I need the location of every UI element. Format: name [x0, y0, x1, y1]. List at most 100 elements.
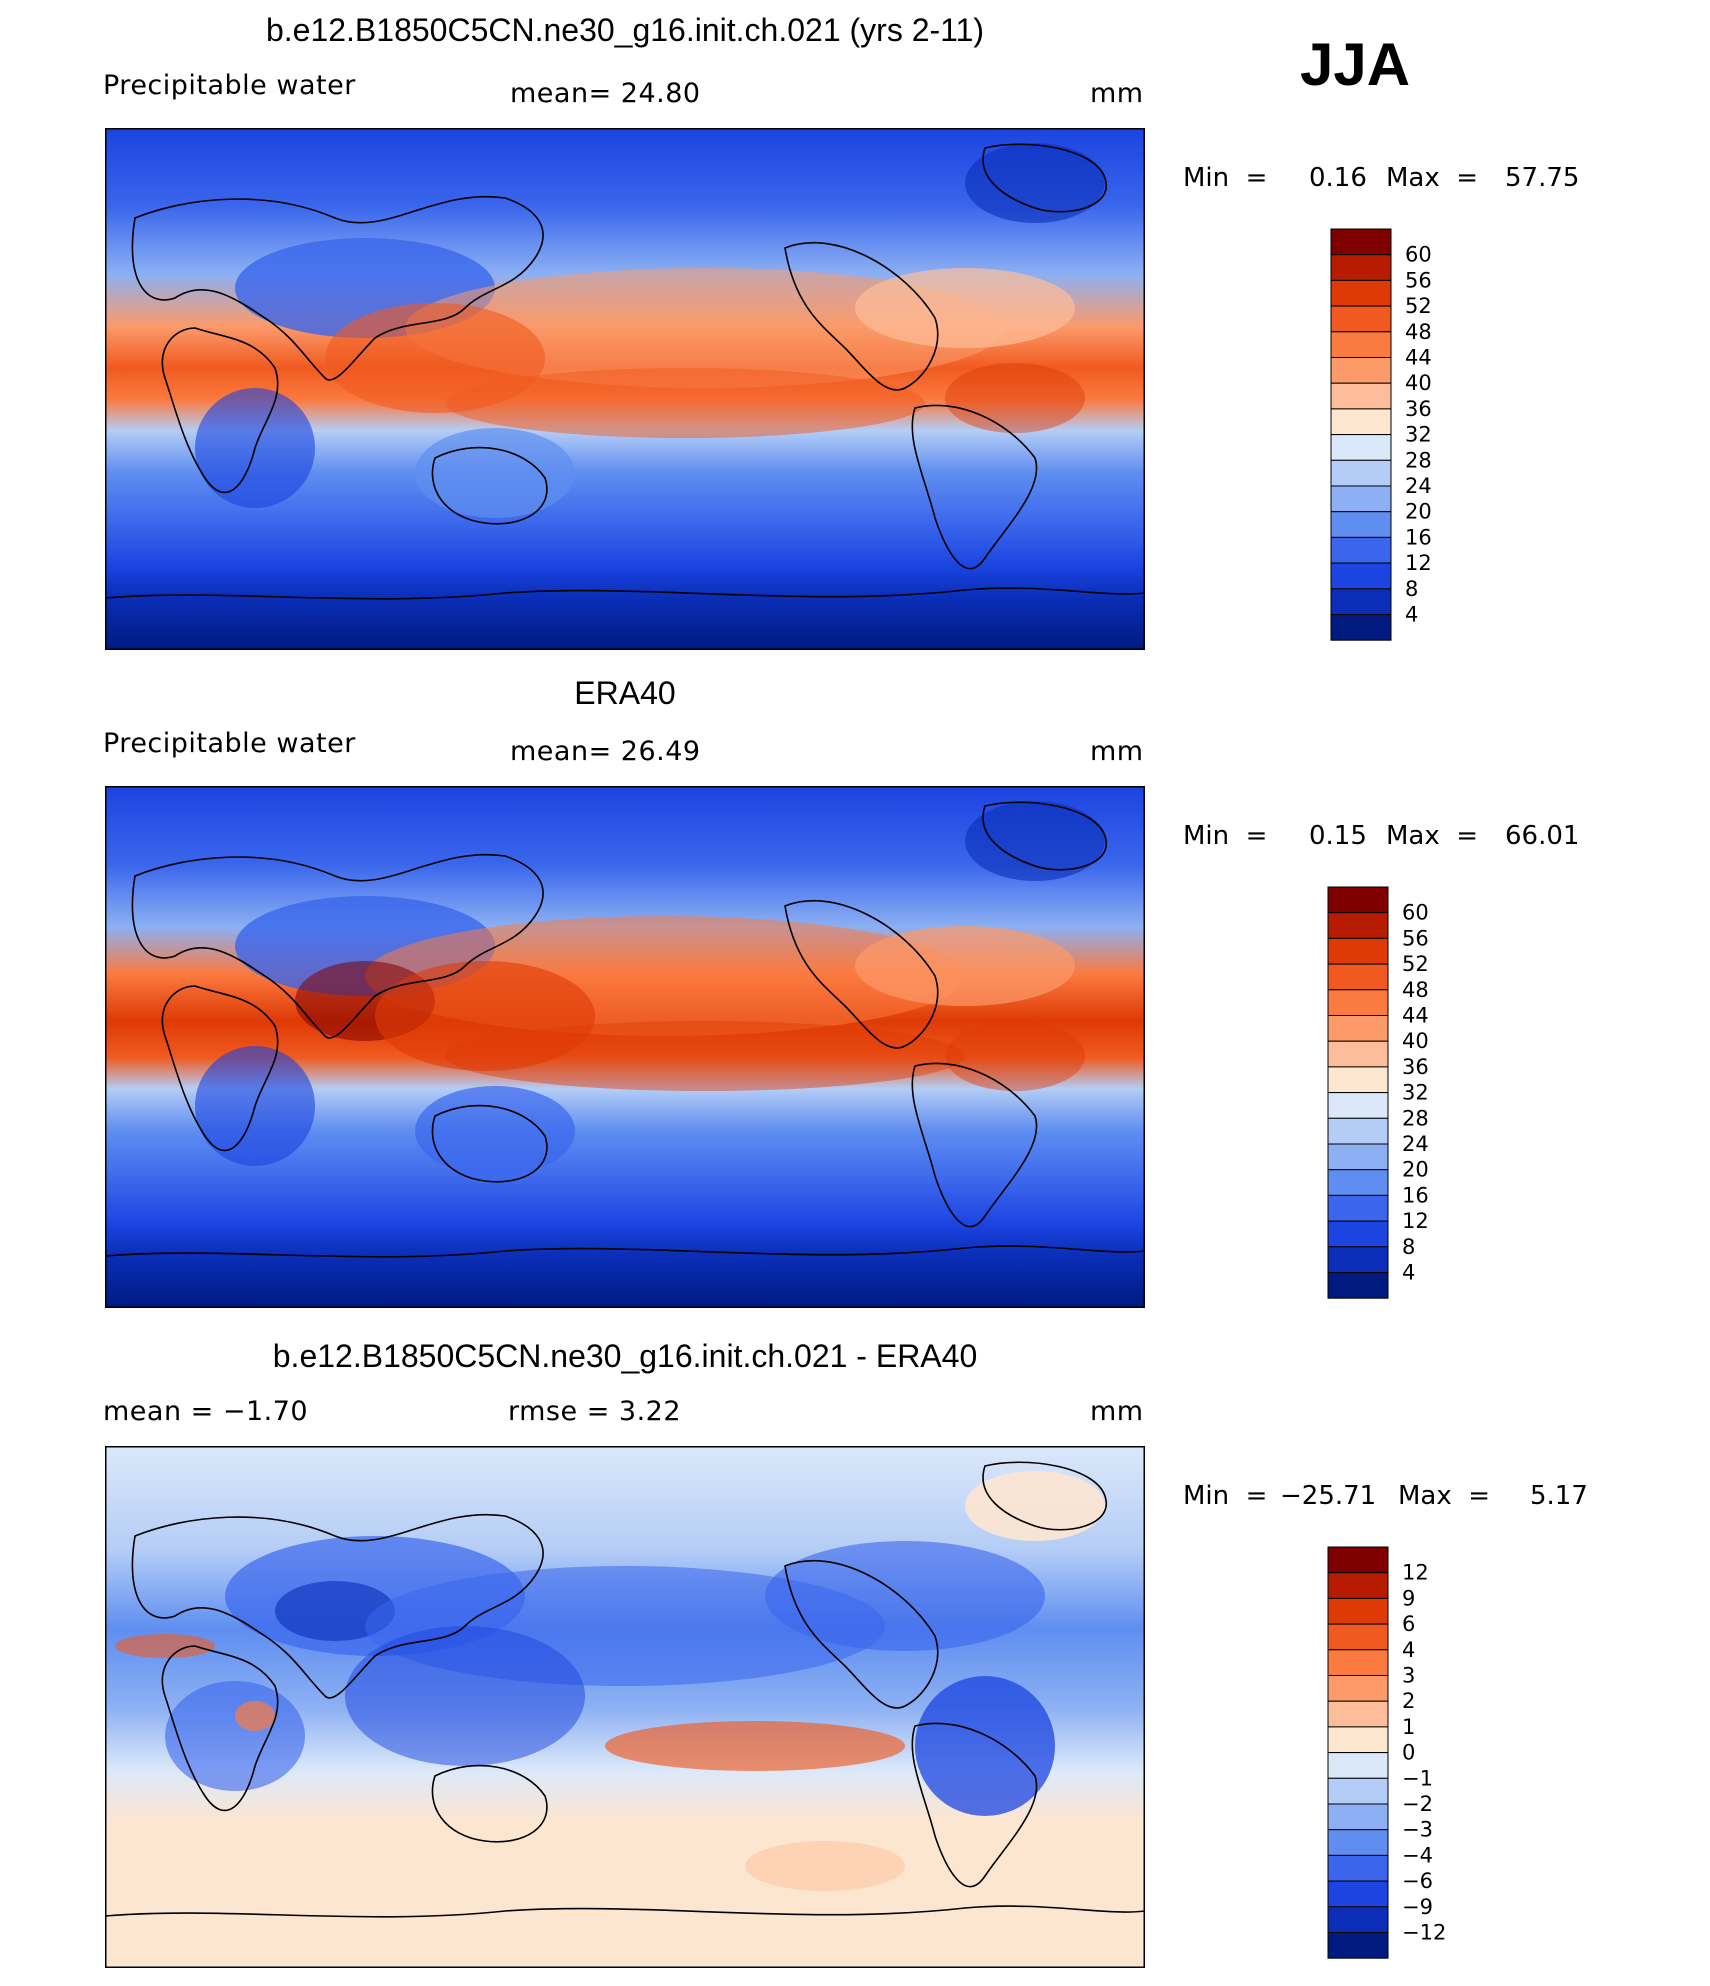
- colorbar-swatch: [1330, 279, 1392, 307]
- panel-3-map-svg: [104, 1446, 1146, 1968]
- colorbar-swatch: [1327, 1906, 1389, 1933]
- colorbar-swatch: [1327, 1272, 1389, 1299]
- colorbar-label: 48: [1402, 978, 1429, 1002]
- panel-2-variable-label: Precipitable water: [103, 728, 356, 759]
- panel-1-mean-label: mean= 24.80: [510, 78, 701, 109]
- colorbar-swatch: [1327, 1623, 1389, 1651]
- colorbar-label: 44: [1405, 346, 1432, 370]
- colorbar-label: 40: [1402, 1029, 1429, 1053]
- panel-2-title: ERA40: [574, 675, 676, 711]
- panel-3-min-label: Min =: [1183, 1481, 1268, 1511]
- colorbar-label: 20: [1402, 1158, 1429, 1182]
- colorbar-label: −2: [1402, 1792, 1433, 1816]
- colorbar-swatch: [1330, 511, 1392, 538]
- panel-1-map: [104, 128, 1146, 650]
- colorbar-swatch: [1330, 588, 1392, 615]
- panel-2-coastlines: [104, 801, 1146, 1258]
- colorbar-label: 12: [1405, 551, 1432, 575]
- colorbar-swatch: [1327, 912, 1389, 939]
- colorbar-swatch: [1327, 1572, 1389, 1599]
- colorbar-swatch: [1327, 1597, 1389, 1625]
- colorbar-label: 24: [1405, 474, 1432, 498]
- colorbar-swatch: [1330, 382, 1392, 410]
- colorbar-label: 44: [1402, 1004, 1429, 1028]
- colorbar-swatch: [1327, 1040, 1389, 1068]
- colorbar-label: 28: [1402, 1106, 1429, 1130]
- panel-2-map: [104, 786, 1146, 1308]
- colorbar-swatch: [1330, 408, 1392, 436]
- colorbar-label: 28: [1405, 448, 1432, 472]
- colorbar-swatch: [1327, 1546, 1389, 1574]
- colorbar-label: 12: [1402, 1561, 1429, 1585]
- colorbar-swatch: [1327, 1246, 1389, 1273]
- panel-2-max-label: Max =: [1386, 821, 1479, 851]
- panel-1-max-value: 57.75: [1505, 163, 1580, 193]
- colorbar-label: 56: [1405, 268, 1432, 292]
- colorbar-swatch: [1327, 1880, 1389, 1908]
- colorbar-label: −12: [1402, 1921, 1446, 1945]
- colorbar-label: 4: [1402, 1638, 1415, 1662]
- colorbar-label: 40: [1405, 371, 1432, 395]
- colorbar-label: −6: [1402, 1869, 1433, 1893]
- colorbar-swatch: [1327, 1752, 1389, 1779]
- colorbar-swatch: [1330, 536, 1392, 564]
- panel-1-title: b.e12.B1850C5CN.ne30_g16.init.ch.021 (yr…: [265, 12, 985, 48]
- colorbar-swatch: [1327, 1829, 1389, 1856]
- colorbar-swatch: [1327, 1700, 1389, 1728]
- panel-2-colorbar: 60 56 52 48 44 40 36 32 28 24 20 16 12 8 4: [1327, 886, 1487, 1301]
- panel-3-min-value: −25.71: [1280, 1481, 1377, 1511]
- colorbar-label: 20: [1405, 500, 1432, 524]
- panel-1-colorbar: 60 56 52 48 44 40 36 32 28 24 20 16 12 8 4: [1330, 228, 1490, 643]
- colorbar-swatch: [1327, 1117, 1389, 1145]
- colorbar-label: 32: [1405, 423, 1432, 447]
- colorbar-label: 36: [1405, 397, 1432, 421]
- colorbar-swatch: [1330, 254, 1392, 281]
- colorbar-swatch: [1327, 1649, 1389, 1677]
- colorbar-label: 12: [1402, 1209, 1429, 1233]
- colorbar-label: 4: [1405, 603, 1418, 627]
- panel-2-map-svg: [104, 786, 1146, 1308]
- colorbar-swatch: [1327, 989, 1389, 1017]
- colorbar-label: 16: [1402, 1183, 1429, 1207]
- panel-3-mean-label: mean = −1.70: [103, 1396, 309, 1427]
- colorbar-swatch: [1327, 1194, 1389, 1222]
- colorbar-swatch: [1327, 1066, 1389, 1094]
- colorbar-label: 2: [1402, 1689, 1415, 1713]
- colorbar-label: 52: [1405, 294, 1432, 318]
- colorbar-label: 52: [1402, 952, 1429, 976]
- panel-3-map: [104, 1446, 1146, 1968]
- colorbar-label: 56: [1402, 926, 1429, 950]
- colorbar-label: 60: [1405, 243, 1432, 267]
- panel-3-title: b.e12.B1850C5CN.ne30_g16.init.ch.021 - E…: [272, 1338, 978, 1374]
- colorbar-label: 16: [1405, 525, 1432, 549]
- panel-2-max-value: 66.01: [1505, 821, 1580, 851]
- panel-3-rmse-label: rmse = 3.22: [508, 1396, 682, 1427]
- colorbar-label: 48: [1405, 320, 1432, 344]
- panel-3-max-value: 5.17: [1530, 1481, 1588, 1511]
- colorbar-swatch: [1327, 886, 1389, 914]
- colorbar-swatch: [1330, 228, 1392, 256]
- panel-3-units: mm: [1090, 1396, 1144, 1427]
- colorbar-swatch: [1330, 614, 1392, 641]
- colorbar-label: 32: [1402, 1081, 1429, 1105]
- panel-2-mean-label: mean= 26.49: [510, 736, 701, 767]
- panel-2-min-value: 0.15: [1309, 821, 1367, 851]
- colorbar-label: 3: [1402, 1664, 1415, 1688]
- colorbar-swatch: [1330, 305, 1392, 333]
- colorbar-label: −3: [1402, 1818, 1433, 1842]
- colorbar-swatch: [1327, 1932, 1389, 1959]
- panel-1-coastlines: [104, 143, 1146, 600]
- colorbar-swatch: [1327, 1169, 1389, 1196]
- colorbar-swatch: [1327, 1220, 1389, 1248]
- colorbar-swatch: [1327, 1143, 1389, 1171]
- panel-2-field: [105, 786, 1145, 1308]
- colorbar-swatch: [1327, 1803, 1389, 1831]
- panel-2-units: mm: [1090, 736, 1144, 767]
- colorbar-label: 8: [1405, 577, 1418, 601]
- panel-1-units: mm: [1090, 78, 1144, 109]
- colorbar-label: 9: [1402, 1586, 1415, 1610]
- panel-3-max-label: Max =: [1398, 1481, 1491, 1511]
- panel-1-variable-label: Precipitable water: [103, 70, 356, 101]
